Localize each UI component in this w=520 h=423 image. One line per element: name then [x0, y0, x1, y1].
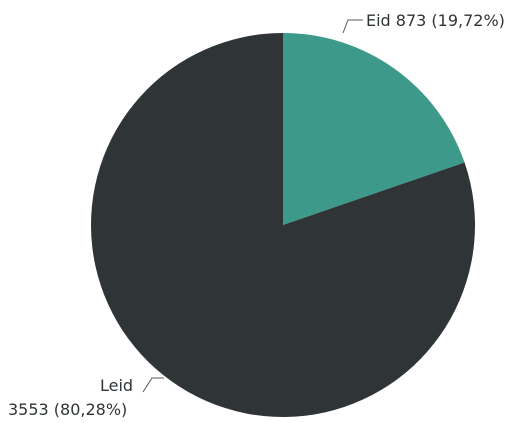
slice-label-leid-name: Leid	[100, 376, 133, 395]
slice-label-eid: Eid 873 (19,72%)	[366, 11, 505, 30]
leader-line-eid	[342, 19, 363, 34]
pie-slice-leid	[90, 33, 475, 417]
pie-slices	[90, 33, 475, 417]
pie-slice-eid	[283, 33, 465, 225]
leader-line-leid	[142, 377, 164, 393]
slice-label-leid-value: 3553 (80,28%)	[8, 400, 127, 419]
